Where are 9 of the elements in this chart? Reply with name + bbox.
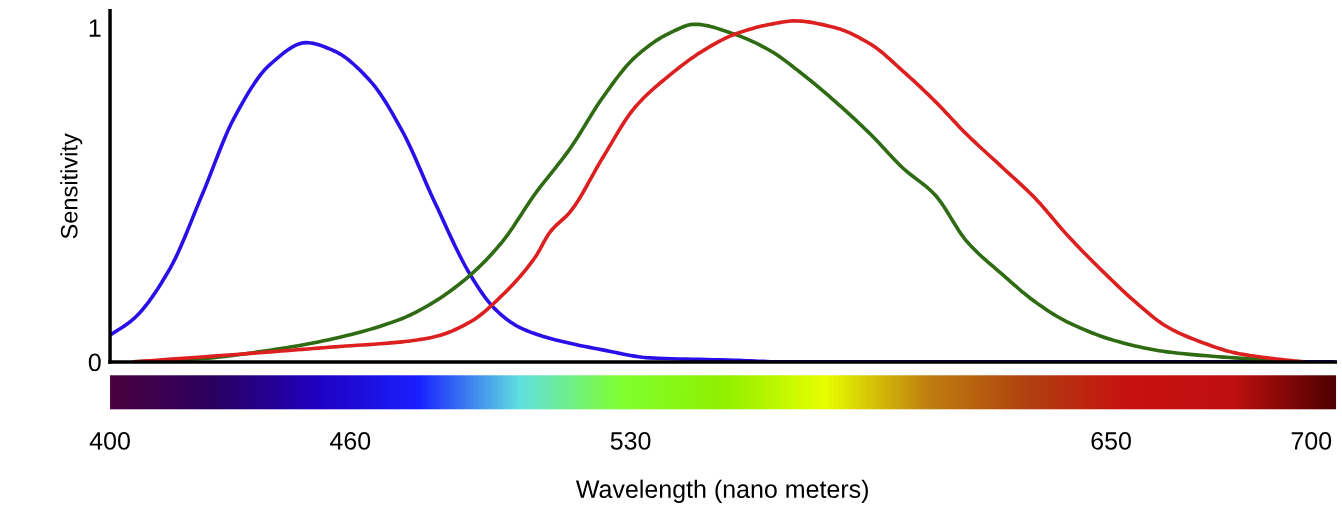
x-tick-label: 650 [1091,432,1131,450]
x-axis-title: Wavelength (nano meters) [575,479,868,503]
x-tick-label: 700 [1291,432,1332,450]
x-tick-label: 530 [610,432,651,450]
y-tick-label: 1 [89,19,101,37]
y-tick-label: 0 [88,353,101,372]
x-tick-label: 460 [330,432,371,450]
x-tick-label: 400 [89,432,130,450]
y-axis-title: Sensitivity [60,133,83,239]
